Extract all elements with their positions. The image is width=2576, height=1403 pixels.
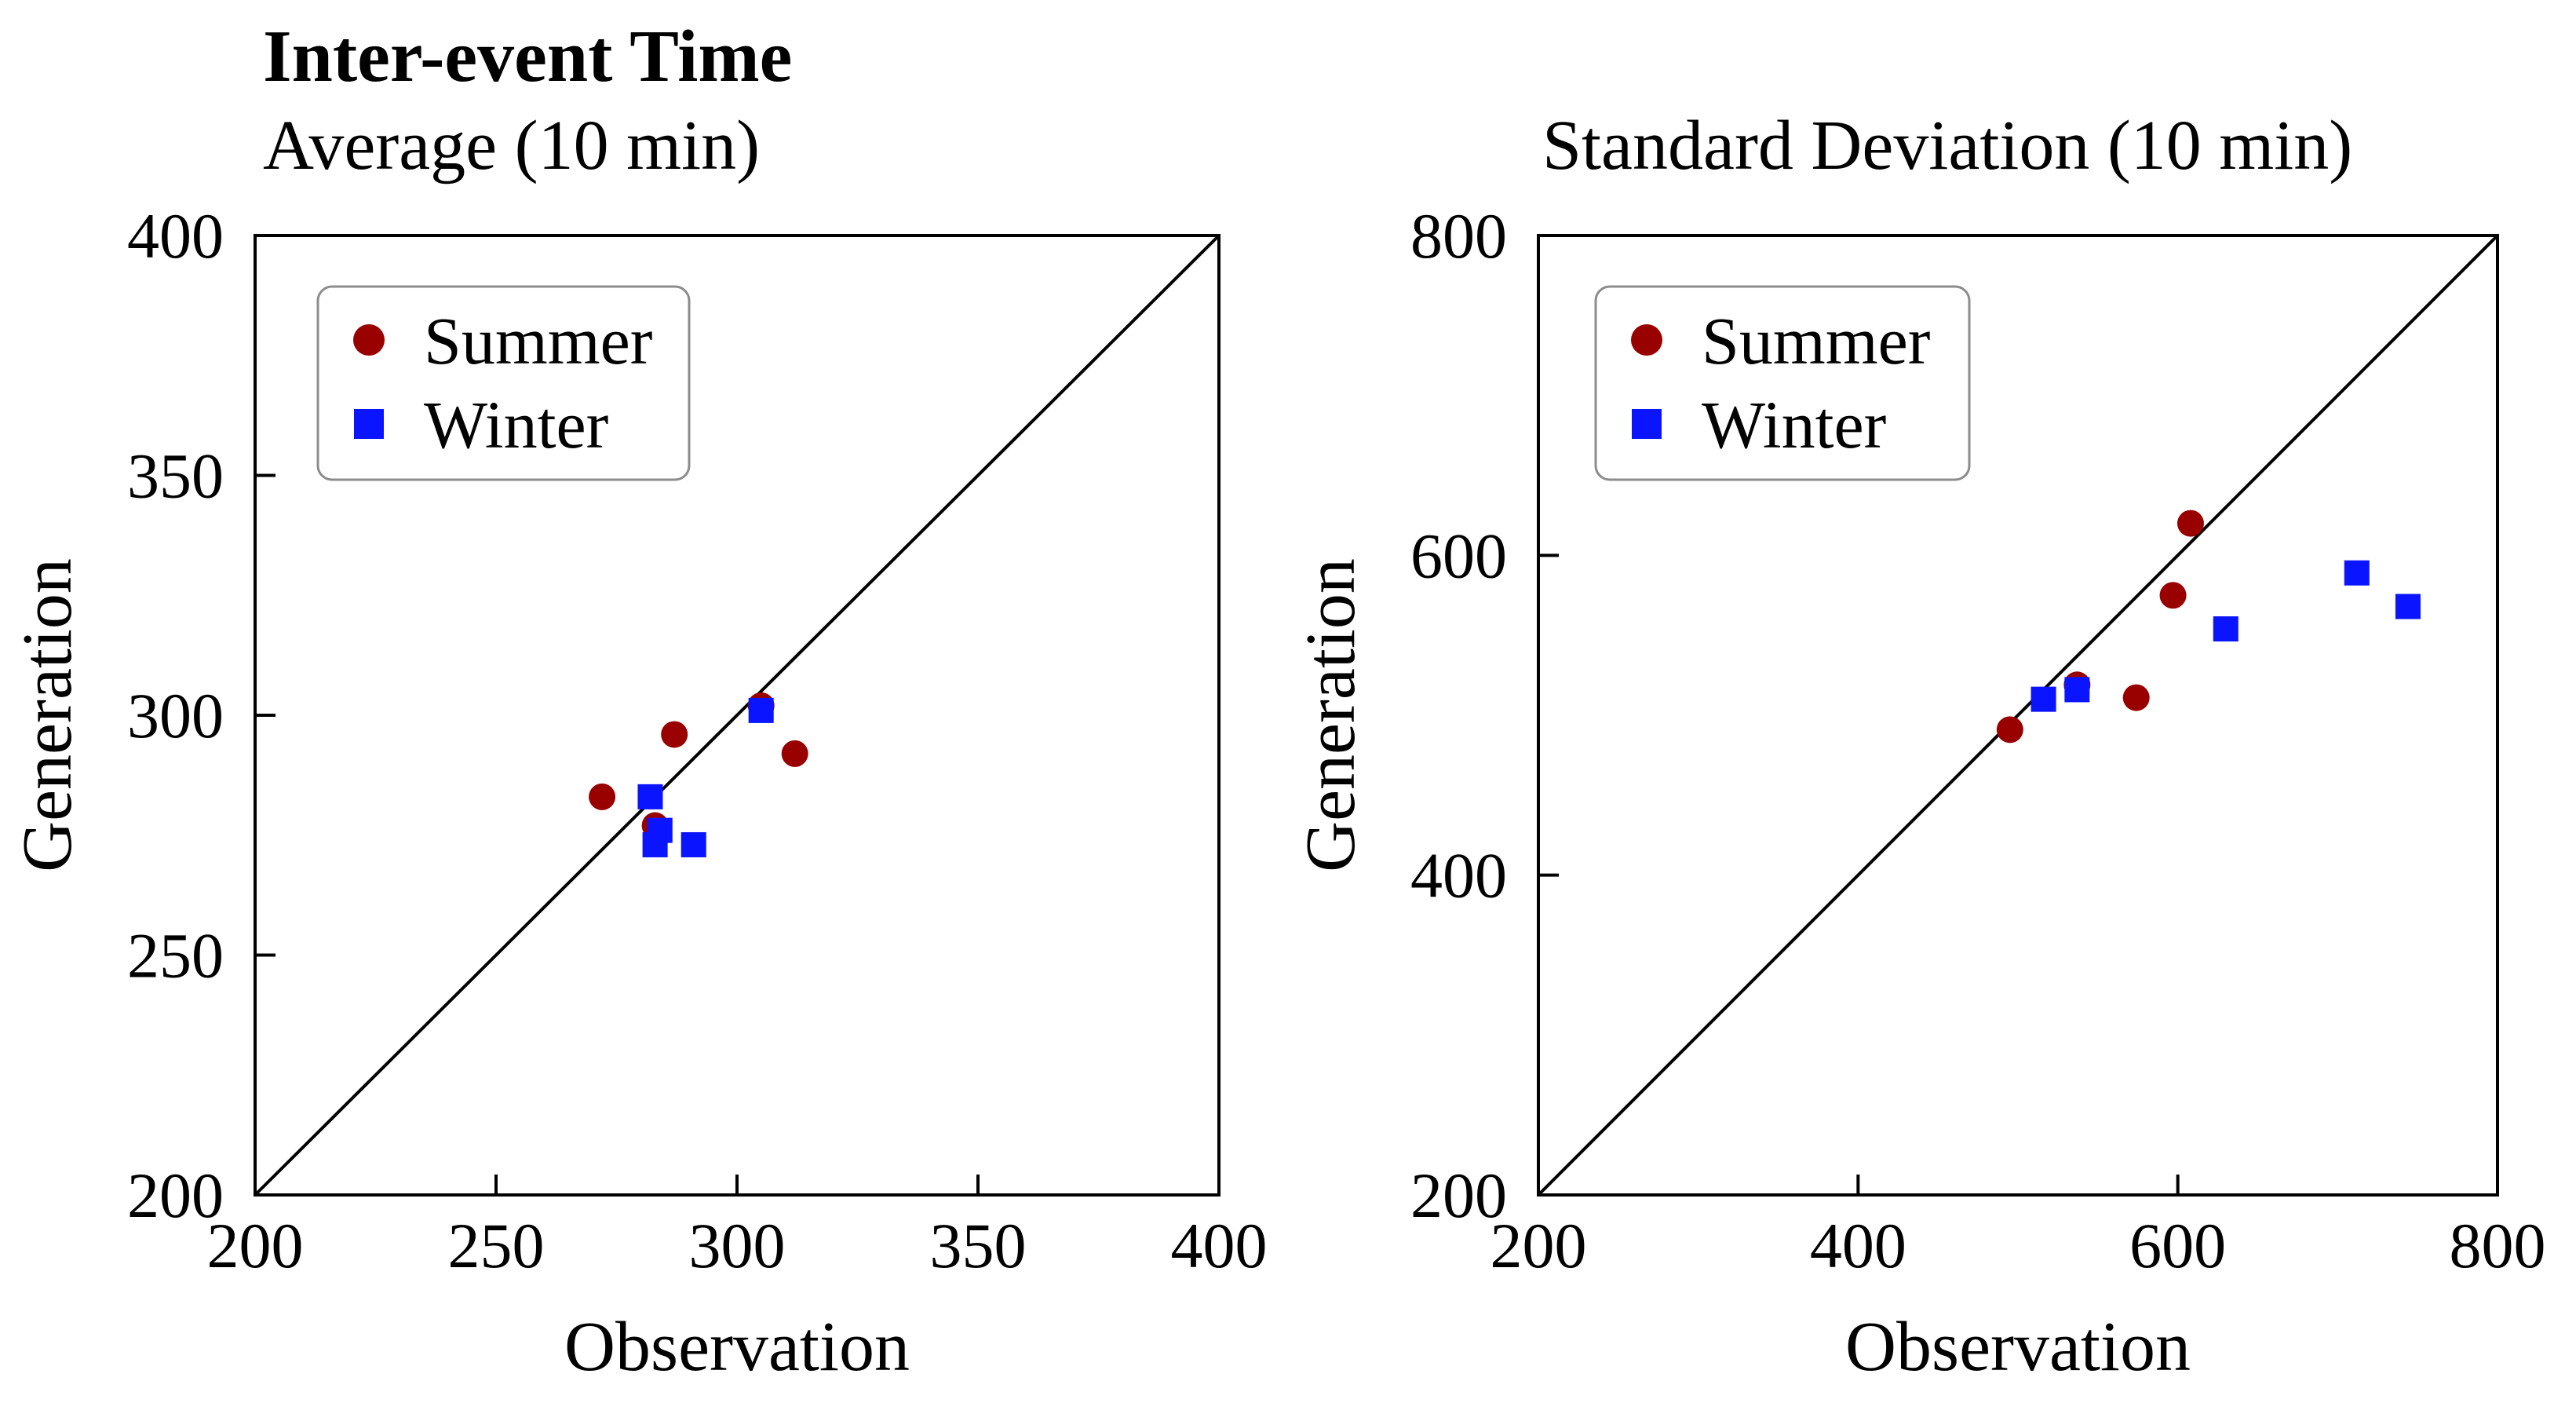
point-summer: [2122, 684, 2150, 711]
point-winter: [647, 817, 673, 843]
y-tick-label: 800: [1410, 200, 1507, 272]
panel-title: Average (10 min): [263, 107, 760, 185]
figure-title: Inter-event Time: [263, 16, 792, 97]
legend: Summer Winter: [316, 285, 691, 481]
point-winter: [2344, 560, 2370, 586]
legend-winter-marker: [1632, 409, 1662, 439]
point-winter: [637, 784, 663, 809]
y-tick-label: 400: [127, 200, 224, 272]
point-summer: [589, 783, 616, 810]
x-axis-label: Observation: [1845, 1308, 2191, 1386]
point-winter: [2395, 594, 2421, 619]
legend-summer-label: Summer: [1702, 303, 1930, 378]
point-winter: [748, 697, 774, 723]
x-tick-label: 250: [448, 1210, 545, 1281]
panel-standard-deviation: Standard Deviation (10 min) 200 400 600 800…: [1292, 107, 2546, 1386]
point-winter: [2064, 677, 2090, 703]
point-summer: [2176, 510, 2204, 537]
legend: Summer Winter: [1594, 285, 1971, 481]
x-tick-label: 600: [2129, 1210, 2226, 1281]
point-summer: [781, 740, 808, 767]
point-summer: [1996, 716, 2023, 744]
point-summer: [2159, 582, 2187, 609]
x-axis-label: Observation: [564, 1308, 910, 1386]
panel-title: Standard Deviation (10 min): [1542, 107, 2352, 185]
legend-summer-marker: [1631, 324, 1662, 356]
panel-average: Average (10 min) 200 250 300 350 400 200 250 30…: [9, 107, 1268, 1386]
x-tick-label: 200: [207, 1210, 304, 1281]
x-tick-label: 300: [689, 1210, 786, 1281]
legend-summer-label: Summer: [424, 303, 652, 378]
plot-frame: [1537, 234, 2499, 1197]
y-tick-label: 400: [1410, 840, 1507, 912]
data-points: [1996, 510, 2421, 744]
tick-group: 200 400 600 800 200 400 600 800: [1410, 200, 2546, 1281]
y-tick-label: 200: [127, 1160, 224, 1231]
y-tick-label: 300: [127, 680, 224, 751]
x-tick-label: 400: [1171, 1210, 1268, 1281]
legend-summer-marker: [353, 324, 385, 356]
plot-frame: [254, 234, 1220, 1197]
x-tick-label: 200: [1491, 1210, 1587, 1281]
point-summer: [661, 721, 688, 748]
legend-winter-marker: [354, 409, 384, 439]
point-winter: [2031, 686, 2056, 712]
y-tick-label: 350: [127, 440, 224, 512]
legend-box: [316, 285, 691, 481]
y-axis-label: Generation: [9, 558, 86, 872]
identity-line: [254, 234, 1220, 1197]
legend-winter-label: Winter: [424, 387, 608, 462]
x-tick-label: 800: [2450, 1210, 2546, 1281]
identity-line: [1537, 234, 2499, 1197]
point-winter: [2213, 616, 2238, 642]
y-tick-label: 200: [1410, 1160, 1507, 1231]
tick-group: 200 250 300 350 400 200 250 300 350 400: [127, 200, 1268, 1281]
point-winter: [680, 831, 706, 857]
x-tick-label: 350: [930, 1210, 1027, 1281]
y-axis-label: Generation: [1292, 558, 1370, 872]
y-tick-label: 250: [127, 920, 224, 992]
x-tick-label: 400: [1810, 1210, 1906, 1281]
legend-box: [1594, 285, 1971, 481]
data-points: [589, 692, 808, 857]
y-tick-label: 600: [1410, 520, 1507, 591]
legend-winter-label: Winter: [1702, 387, 1886, 462]
